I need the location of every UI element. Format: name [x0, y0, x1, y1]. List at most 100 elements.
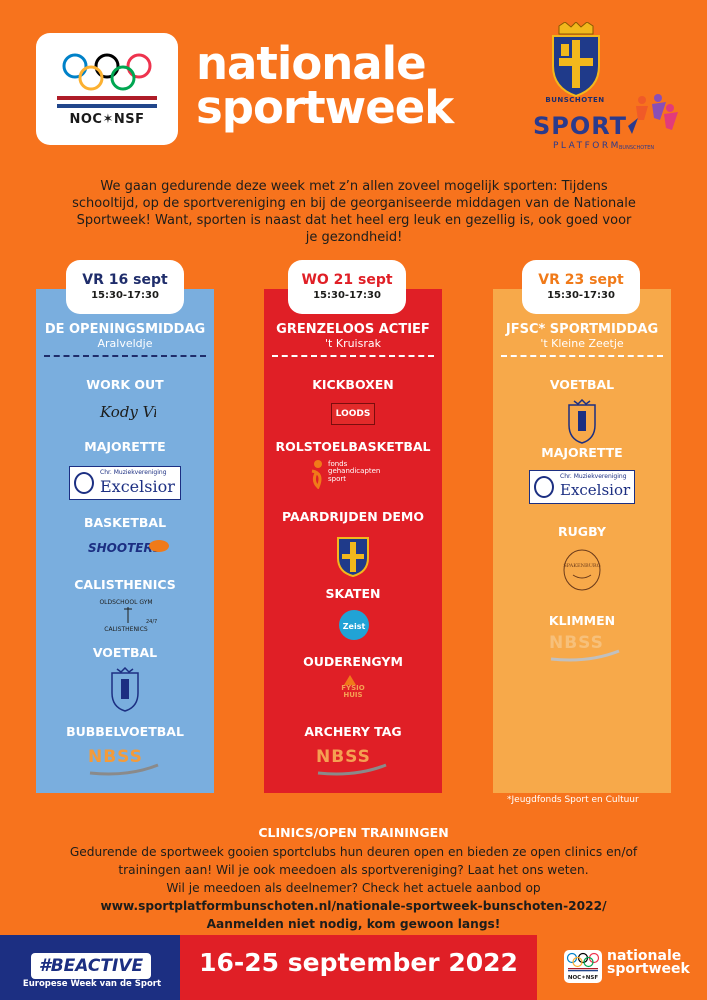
activity-label: MAJORETTE — [84, 439, 166, 454]
fysio-huis-logo: FYSIO HUIS — [336, 685, 370, 699]
date-label: VR 16 sept — [82, 272, 168, 289]
activity-label: VOETBAL — [92, 645, 158, 660]
footer-red-block — [180, 935, 537, 1000]
loods-logo: LOODS — [331, 403, 375, 425]
basketball-icon — [149, 540, 169, 552]
activity-label: PAARDRIJDEN DEMO — [282, 509, 424, 524]
rugby-spakenburg-badge-icon: SPAKENBURG — [563, 549, 601, 591]
oldschool-gym-text: OLDSCHOOL GYM — [99, 599, 153, 606]
pullup-bar-icon — [124, 607, 132, 623]
time-label: 15:30-17:30 — [547, 289, 615, 301]
activity-label: RUGBY — [558, 524, 606, 539]
dutch-flag-stripes — [57, 95, 157, 108]
title-line-1: nationale — [196, 37, 427, 90]
fysio-line-2: HUIS — [343, 691, 363, 699]
clinics-line-2: trainingen aan! Wil je ook meedoen als s… — [118, 862, 589, 877]
nbss-swoosh-icon — [89, 763, 159, 776]
column-title: DE OPENINGSMIDDAG — [44, 322, 206, 337]
excelsior-top: Chr. Muziekvereniging — [560, 473, 627, 480]
noc-nsf-logo: NOC✶NSF — [36, 33, 178, 145]
kody-vibe-logo: Kody Vibe — [99, 403, 156, 421]
activity-label: VOETBAL — [549, 377, 615, 392]
column-jfsc: JFSC* SPORTMIDDAG 't Kleine Zeetje VOETB… — [493, 289, 671, 793]
event-dates: 16-25 september 2022 — [199, 948, 518, 977]
time-label: 15:30-17:30 — [313, 289, 381, 301]
excelsior-logo: Chr. Muziekvereniging Excelsior — [529, 470, 635, 504]
activity-label: ROLSTOELBASKETBAL — [275, 439, 431, 454]
column-header: GRENZELOOS ACTIEF 't Kruisrak — [264, 322, 442, 350]
clinics-section: CLINICS/OPEN TRAININGEN Gedurende de spo… — [30, 824, 677, 933]
footer-title-line-2: sportweek — [607, 961, 690, 978]
nbss-logo: NBSS — [316, 747, 371, 767]
calisthenics-text: CALISTHENICS — [104, 626, 148, 633]
page-title: nationale sportweek — [196, 37, 454, 135]
lyre-icon — [534, 476, 554, 498]
footer-noc-logo: NOC✶NSF — [564, 950, 602, 983]
spakenburg-crest-icon — [568, 399, 596, 444]
column-location: Aralveldje — [97, 337, 153, 350]
shooters-logo: SHOOTERS — [88, 541, 162, 555]
noc-label: NOC✶NSF — [69, 111, 145, 127]
nbss-swoosh-icon — [550, 649, 620, 662]
clinics-cta: Aanmelden niet nodig, kom gewoon langs! — [206, 916, 501, 931]
zeist-logo-icon: Zeist — [339, 610, 369, 640]
beactive-subtitle: Europese Week van de Sport — [22, 979, 162, 989]
fonds-line-3: sport — [328, 474, 346, 483]
beactive-logo: #BEACTIVE — [31, 953, 151, 979]
fonds-line-1: fonds — [328, 460, 348, 468]
zeist-text: Zeist — [343, 622, 366, 631]
crest-caption: BUNSCHOTEN — [545, 96, 605, 104]
nbss-logo: NBSS — [88, 747, 143, 767]
divider — [272, 355, 434, 357]
footnote: *Jeugdfonds Sport en Cultuur — [507, 795, 639, 805]
excelsior-text: Excelsior — [100, 477, 175, 496]
activity-label: WORK OUT — [86, 377, 164, 392]
spakenburg-crest-icon — [111, 667, 139, 712]
clinics-line-3: Wil je meedoen als deelnemer? Check het … — [166, 880, 541, 895]
date-label: VR 23 sept — [538, 272, 624, 289]
fonds-logo-text: fonds gehandicapten sport — [328, 460, 381, 483]
column-grenzeloos: GRENZELOOS ACTIEF 't Kruisrak KICKBOXEN … — [264, 289, 442, 793]
time-label: 15:30-17:30 — [91, 289, 159, 301]
fysio-triangle-icon — [344, 675, 356, 685]
column-header: DE OPENINGSMIDDAG Aralveldje — [36, 322, 214, 350]
horse-riding-crest-icon — [337, 537, 369, 578]
footer-title: nationale sportweek — [607, 948, 690, 978]
column-header: JFSC* SPORTMIDDAG 't Kleine Zeetje — [493, 322, 671, 350]
rugby-badge-text: SPAKENBURG — [563, 563, 600, 569]
activity-label: CALISTHENICS — [74, 577, 176, 592]
date-label: WO 21 sept — [301, 272, 393, 289]
column-location: 't Kruisrak — [325, 337, 381, 350]
excelsior-text: Excelsior — [560, 481, 631, 499]
excelsior-top: Chr. Muziekvereniging — [100, 469, 167, 476]
activity-label: ARCHERY TAG — [304, 724, 402, 739]
clinics-title: CLINICS/OPEN TRAININGEN — [258, 825, 449, 840]
clinics-url-link[interactable]: www.sportplatformbunschoten.nl/nationale… — [100, 898, 607, 913]
column-opening: DE OPENINGSMIDDAG Aralveldje WORK OUT Ko… — [36, 289, 214, 793]
activity-label: KLIMMEN — [548, 613, 616, 628]
divider — [44, 355, 206, 357]
platform-sub-label: BUNSCHOTEN — [619, 145, 655, 151]
footer-title-line-1: nationale — [607, 948, 682, 964]
lyre-icon — [74, 472, 94, 494]
date-pill-fri-16: VR 16 sept 15:30-17:30 — [66, 260, 184, 314]
excelsior-logo: Chr. Muziekvereniging Excelsior — [69, 466, 181, 500]
date-pill-wed-21: WO 21 sept 15:30-17:30 — [288, 260, 406, 314]
nbss-swoosh-icon — [317, 763, 387, 776]
divider — [501, 355, 663, 357]
fonds-line-2: gehandicapten — [328, 467, 381, 476]
activity-label: BUBBELVOETBAL — [66, 724, 184, 739]
intro-text: We gaan gedurende deze week met z’n alle… — [72, 179, 636, 246]
activity-label: SKATEN — [325, 586, 381, 601]
fonds-icon — [311, 460, 322, 489]
column-location: 't Kleine Zeetje — [540, 337, 624, 350]
activity-label: KICKBOXEN — [312, 377, 394, 392]
platform-label: PLATFORM — [553, 141, 621, 151]
fysio-line-1: FYSIO — [341, 684, 365, 692]
title-line-2: sportweek — [196, 81, 454, 135]
olympic-rings-icon — [62, 53, 152, 90]
sport-figures-icon — [628, 94, 678, 134]
footer-noc-label: NOC✶NSF — [567, 975, 599, 981]
activity-label: OUDERENGYM — [303, 654, 403, 669]
column-title: GRENZELOOS ACTIEF — [276, 322, 430, 337]
